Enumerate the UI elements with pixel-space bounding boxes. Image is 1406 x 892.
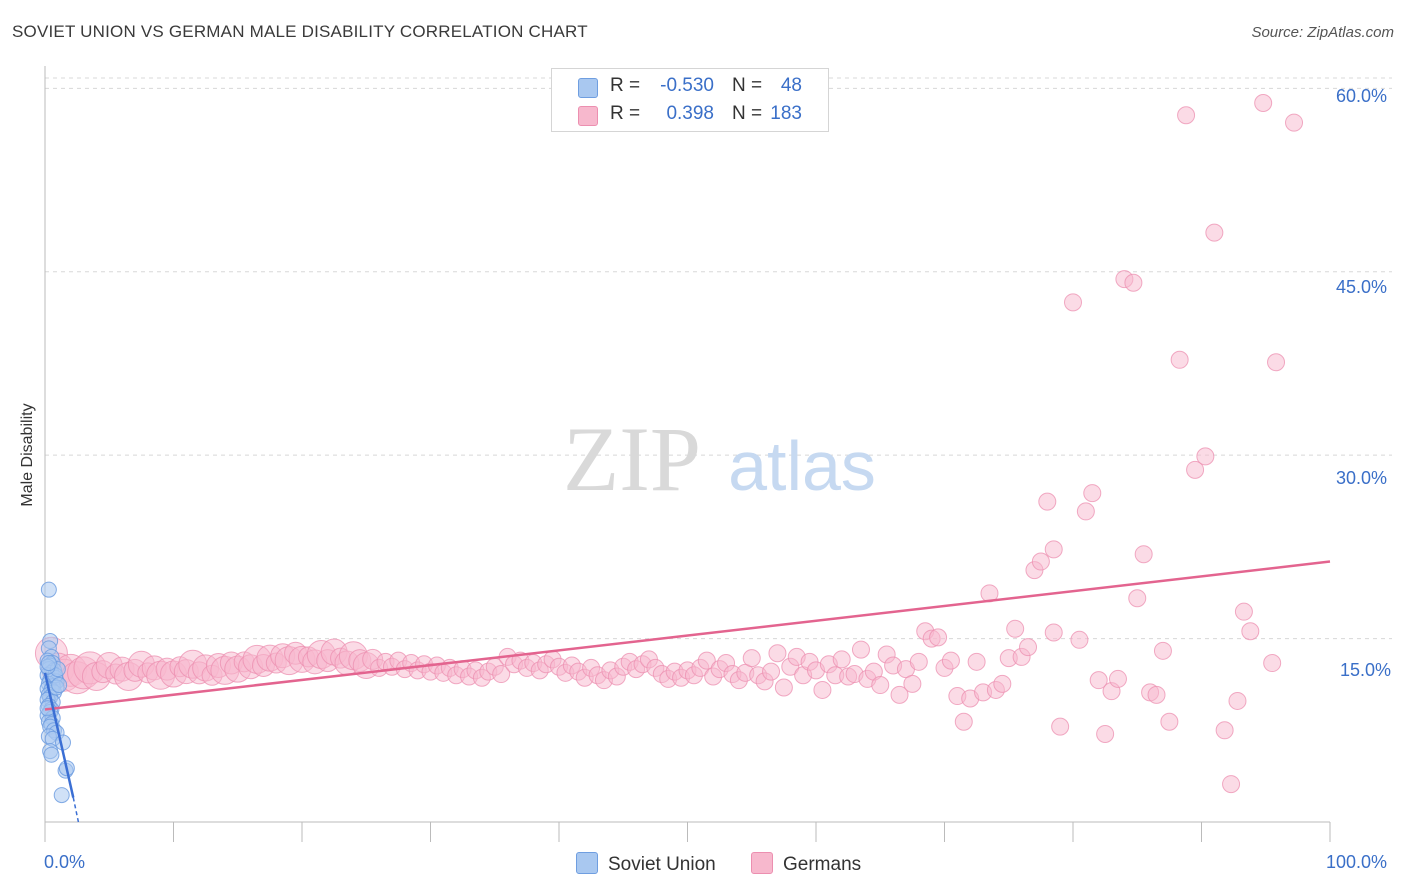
german-point <box>1006 619 1025 638</box>
german-point <box>832 650 851 669</box>
trend-lines <box>43 560 1331 823</box>
german-point <box>909 652 928 671</box>
german-point <box>697 651 716 670</box>
bottom-legend-label-soviet: Soviet Union <box>608 854 716 875</box>
german-point <box>1031 552 1050 571</box>
german-point <box>1089 671 1108 690</box>
german-point <box>1170 350 1189 369</box>
german-point <box>1267 353 1286 372</box>
german-point <box>1128 589 1147 608</box>
legend-r-label: R = <box>610 103 641 124</box>
german-point <box>851 640 870 659</box>
german-point <box>941 651 960 670</box>
soviet-point <box>40 655 57 672</box>
german-point <box>1134 545 1153 564</box>
source-credit: Source: ZipAtlas.com <box>1251 24 1394 41</box>
german-point <box>1241 622 1260 641</box>
soviet-point <box>43 746 60 763</box>
german-point <box>1019 638 1038 657</box>
bottom-legend-label-german: Germans <box>783 854 862 875</box>
german-point <box>993 674 1012 693</box>
german-point <box>1153 641 1172 660</box>
german-point <box>967 652 986 671</box>
german-point <box>1177 106 1196 125</box>
german-point <box>1160 712 1179 731</box>
legend-n-value: 183 <box>770 103 802 124</box>
bottom-legend-swatch-german <box>751 852 773 874</box>
bottom-legend-swatch-soviet <box>576 852 598 874</box>
german-point <box>813 680 832 699</box>
german-point <box>1038 492 1057 511</box>
chart-title: SOVIET UNION VS GERMAN MALE DISABILITY C… <box>12 22 588 41</box>
legend-n-label: N = <box>732 75 763 96</box>
correlation-legend: R = -0.530 N = 48 R = 0.398 N = 183 <box>551 68 829 132</box>
german-point <box>1205 223 1224 242</box>
german-point <box>1222 775 1241 794</box>
german-point <box>1285 113 1304 132</box>
german-point <box>742 649 761 668</box>
legend-n-label: N = <box>732 103 763 124</box>
german-point <box>762 662 781 681</box>
y-tick-label-15: 15.0% <box>1340 660 1392 680</box>
german-point <box>1108 669 1127 688</box>
y-tick-label-60: 60.0% <box>1336 86 1388 106</box>
german-point <box>1124 273 1143 292</box>
german-point <box>1234 602 1253 621</box>
soviet-point <box>53 787 70 804</box>
soviet-point <box>51 677 68 694</box>
german-point <box>1147 685 1166 704</box>
legend-r-value: 0.398 <box>666 103 714 124</box>
german-point <box>903 674 922 693</box>
german-point <box>1196 447 1215 466</box>
german-point <box>492 665 511 684</box>
legend-swatch-german <box>578 106 598 126</box>
german-point <box>1083 484 1102 503</box>
watermark-zip: ZIP <box>563 408 701 510</box>
german-point <box>1215 721 1234 740</box>
german-point <box>1228 691 1247 710</box>
german-point <box>1186 460 1205 479</box>
german-point <box>1254 94 1273 113</box>
german-point <box>1064 293 1082 312</box>
legend-swatch-soviet <box>578 78 598 98</box>
legend-r-label: R = <box>610 75 641 96</box>
soviet-point <box>40 581 57 598</box>
german-point <box>1044 623 1063 642</box>
german-point <box>1076 502 1095 521</box>
bottom-legend-german: Germans <box>751 852 861 876</box>
german-point <box>768 644 787 663</box>
german-point <box>954 712 973 731</box>
german-point <box>1044 540 1063 559</box>
german-trend-line <box>44 560 1331 711</box>
german-point <box>1096 724 1115 743</box>
legend-row-german: R = 0.398 N = 183 <box>552 101 828 129</box>
legend-r-value: -0.530 <box>660 75 714 96</box>
german-point <box>1070 630 1089 649</box>
german-point <box>1263 654 1282 673</box>
watermark-atlas: atlas <box>728 427 876 505</box>
gridlines <box>45 77 1392 640</box>
legend-n-value: 48 <box>780 75 802 96</box>
german-point <box>1051 717 1070 736</box>
soviet-trend-extension <box>72 797 80 823</box>
german-point <box>774 678 793 697</box>
bottom-legend-soviet: Soviet Union <box>576 852 716 876</box>
german-point <box>890 685 909 704</box>
legend-row-soviet: R = -0.530 N = 48 <box>552 73 828 101</box>
x-tick-label-max: 100.0% <box>1326 852 1388 872</box>
y-tick-label-30: 30.0% <box>1336 468 1388 488</box>
german-point <box>929 628 948 647</box>
y-tick-label-45: 45.0% <box>1336 277 1388 297</box>
x-tick-label-min: 0.0% <box>44 852 86 872</box>
german-point <box>871 676 890 695</box>
soviet-trend-line <box>43 672 75 798</box>
